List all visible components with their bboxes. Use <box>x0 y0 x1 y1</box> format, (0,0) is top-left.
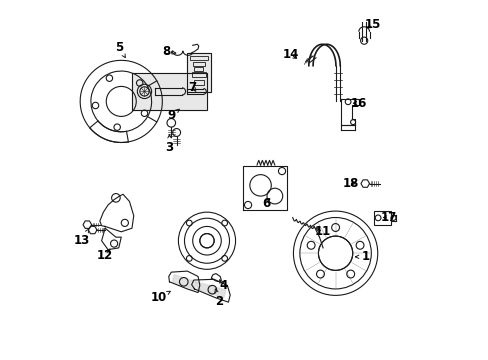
Text: 13: 13 <box>74 229 90 247</box>
Bar <box>193 80 204 85</box>
Text: 4: 4 <box>219 279 227 292</box>
Text: 5: 5 <box>115 41 125 58</box>
Text: 3: 3 <box>165 135 173 154</box>
Bar <box>132 73 206 111</box>
Bar <box>187 53 210 93</box>
Text: 2: 2 <box>214 289 223 308</box>
Text: 8: 8 <box>162 45 176 58</box>
Text: 17: 17 <box>380 211 396 224</box>
Text: 14: 14 <box>282 49 299 62</box>
Bar <box>373 211 390 225</box>
Text: 12: 12 <box>97 248 113 261</box>
Circle shape <box>166 118 175 127</box>
Text: 9: 9 <box>167 109 179 122</box>
Text: 15: 15 <box>364 18 381 31</box>
Text: 7: 7 <box>188 81 196 94</box>
Polygon shape <box>196 282 225 298</box>
Circle shape <box>200 234 214 248</box>
Bar <box>191 72 205 77</box>
Circle shape <box>172 129 180 136</box>
Bar <box>194 67 203 71</box>
Polygon shape <box>132 73 206 111</box>
Text: 16: 16 <box>350 97 366 110</box>
Polygon shape <box>172 275 196 290</box>
Text: 10: 10 <box>150 291 170 305</box>
Text: 18: 18 <box>342 177 358 190</box>
Text: 1: 1 <box>355 250 369 263</box>
Text: 6: 6 <box>261 197 269 210</box>
Polygon shape <box>187 53 210 93</box>
Text: 11: 11 <box>314 225 330 238</box>
Bar <box>190 56 207 60</box>
Bar <box>192 63 205 66</box>
Circle shape <box>318 236 352 270</box>
